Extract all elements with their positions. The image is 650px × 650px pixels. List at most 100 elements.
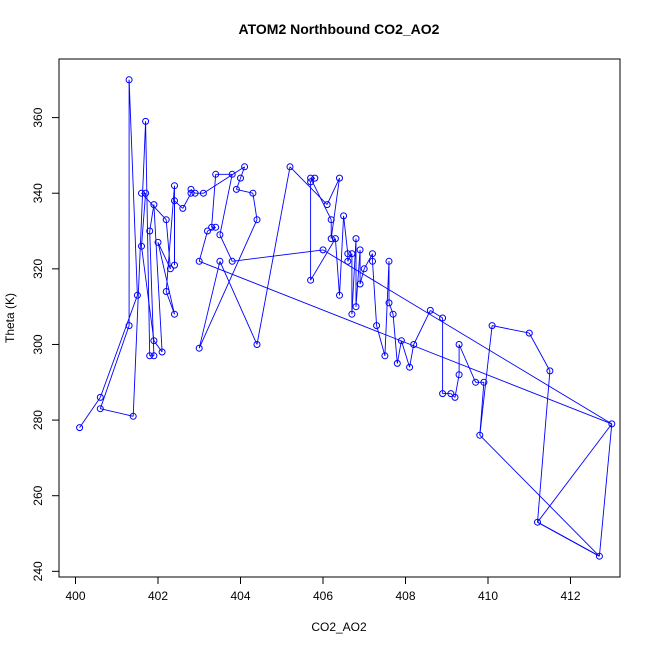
data-point [439, 390, 447, 398]
series-segment [326, 177, 340, 205]
series-segment [252, 193, 258, 220]
data-point [426, 306, 434, 314]
data-point [336, 291, 343, 299]
data-point [323, 201, 331, 209]
series-segment [99, 295, 138, 398]
chart-title: ATOM2 Northbound CO2_AO2 [239, 21, 440, 37]
x-axis: 400 402 404 406 408 410 412 [65, 576, 581, 603]
series-segment [145, 121, 151, 356]
series-segment [149, 204, 155, 232]
series-segment [256, 166, 291, 345]
data-point [352, 303, 360, 311]
series-path-group [79, 79, 613, 557]
x-tick-label: 402 [148, 589, 168, 603]
data-point [336, 174, 343, 182]
series-segment [141, 192, 167, 221]
data-point [608, 420, 616, 428]
data-point [476, 431, 484, 439]
data-point [307, 276, 315, 284]
series-segment [347, 253, 353, 262]
data-point [369, 257, 376, 265]
x-tick-label: 404 [230, 589, 250, 603]
data-point [142, 117, 150, 125]
data-point [451, 393, 459, 401]
series-segment [388, 302, 394, 315]
series-segment [219, 174, 233, 235]
data-point [199, 189, 207, 197]
data-point [158, 348, 166, 356]
data-point [455, 371, 463, 379]
data-point [348, 250, 356, 258]
data-point [249, 189, 257, 197]
data-point [96, 405, 104, 413]
data-point [253, 216, 261, 224]
data-point [166, 265, 174, 273]
series-segment [458, 344, 477, 383]
data-point [344, 257, 352, 265]
data-point [125, 322, 133, 330]
series-segment [141, 246, 155, 341]
series-segment [537, 521, 600, 557]
x-tick-label: 400 [65, 589, 85, 603]
data-point [389, 310, 397, 318]
data-point [228, 170, 236, 178]
y-tick-label: 320 [31, 259, 45, 279]
series-segment [537, 370, 551, 523]
series-segment [492, 325, 530, 334]
data-point [146, 227, 154, 235]
series-segment [430, 310, 443, 319]
series-segment [400, 340, 411, 368]
data-point [204, 227, 211, 235]
data-point [360, 265, 368, 273]
data-point [385, 299, 393, 307]
data-point [171, 310, 178, 318]
data-point [488, 322, 496, 330]
data-point [480, 378, 488, 386]
data-point [195, 344, 203, 352]
data-point [179, 204, 187, 212]
series-segment [128, 79, 138, 296]
y-tick-label: 260 [31, 485, 45, 505]
series-segment [198, 219, 258, 349]
data-point [195, 257, 203, 265]
data-point [525, 329, 533, 337]
data-point [212, 223, 220, 231]
series-segment [310, 177, 332, 220]
y-tick-label: 300 [31, 334, 45, 354]
series-segment [355, 249, 361, 307]
series-segment [141, 193, 147, 247]
data-point [595, 552, 603, 560]
data-point [150, 337, 158, 345]
data-point [447, 390, 455, 398]
y-tick-label: 280 [31, 410, 45, 430]
data-point-group [76, 76, 616, 560]
series-segment [310, 238, 336, 281]
data-point [373, 322, 381, 330]
series-segment [334, 238, 340, 296]
series-segment [203, 166, 245, 194]
data-point [76, 424, 84, 432]
data-point [393, 359, 401, 367]
data-point [344, 250, 352, 258]
data-point [228, 257, 236, 265]
data-point [307, 174, 315, 182]
data-point [212, 170, 220, 178]
data-point [385, 257, 393, 265]
data-point [129, 412, 137, 420]
data-point [439, 314, 447, 322]
series-segment [99, 325, 130, 409]
series-segment [454, 374, 460, 398]
data-point [138, 242, 145, 250]
data-point [96, 393, 104, 401]
data-point [237, 174, 244, 182]
data-point [348, 310, 356, 318]
series-segment [413, 310, 431, 345]
series-segment [376, 325, 386, 356]
series-segment [165, 291, 175, 315]
series-segment [198, 230, 208, 262]
series-segment [232, 249, 324, 262]
data-point [171, 182, 178, 190]
x-tick-label: 406 [313, 589, 333, 603]
data-point [162, 216, 170, 224]
